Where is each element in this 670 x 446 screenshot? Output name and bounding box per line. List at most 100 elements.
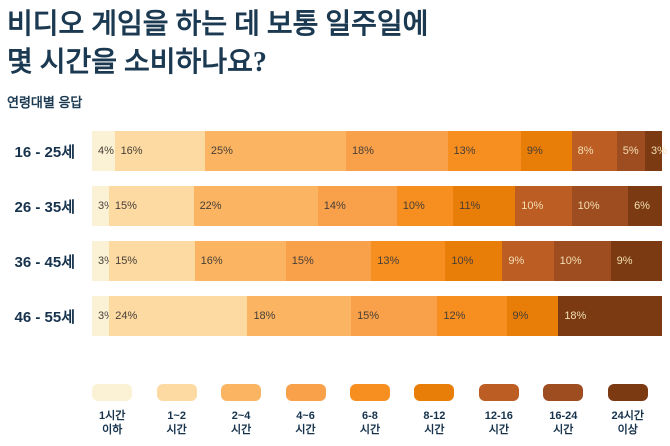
bar-segment: 18% xyxy=(558,296,662,336)
bar-segment: 3% xyxy=(92,241,114,281)
segment-value-label: 25% xyxy=(210,145,233,157)
segment-value-label: 10% xyxy=(521,200,544,212)
bar-segment: 9% xyxy=(506,296,559,336)
legend-label: 2~4 시간 xyxy=(230,410,252,436)
bar-segment: 10% xyxy=(515,186,572,226)
segment-value-label: 15% xyxy=(357,310,380,322)
segment-value-label: 9% xyxy=(512,310,529,322)
bar-segment: 15% xyxy=(351,296,438,336)
legend-swatch xyxy=(156,384,197,401)
legend-item: 2~4 시간 xyxy=(209,384,273,437)
bar-segment: 10% xyxy=(553,241,611,281)
legend-item: 12-16 시간 xyxy=(467,384,531,437)
segment-value-label: 15% xyxy=(115,255,138,267)
segment-value-label: 18% xyxy=(253,310,276,322)
legend-item: 1시간 이하 xyxy=(80,384,144,437)
bar-segment: 18% xyxy=(345,131,448,171)
bar-segment: 10% xyxy=(445,241,503,281)
row-label: 26 - 35세 xyxy=(14,198,76,216)
bar-row: 16 - 25세 4% 16% 25% 18% 13% 9% 8% 5% 3% xyxy=(0,131,667,171)
chart-title: 비디오 게임을 하는 데 보통 일주일에 몇 시간을 소비하나요? xyxy=(7,9,429,78)
segment-value-label: 11% xyxy=(459,200,481,212)
bar-segment: 13% xyxy=(447,131,521,171)
row-label: 16 - 25세 xyxy=(14,143,76,161)
legend-swatch xyxy=(478,384,519,401)
bar-segment: 9% xyxy=(502,241,554,281)
segment-value-label: 13% xyxy=(377,255,400,267)
bar-segment: 25% xyxy=(204,131,346,171)
segment-value-label: 9% xyxy=(508,255,525,267)
segment-value-label: 6% xyxy=(634,200,650,212)
legend-label: 8-12 시간 xyxy=(423,410,446,436)
legend-swatch xyxy=(414,384,455,401)
segment-value-label: 4% xyxy=(98,145,114,157)
legend-item: 4~6 시간 xyxy=(273,384,337,437)
segment-value-label: 5% xyxy=(622,145,639,157)
bar-segment: 18% xyxy=(247,296,352,336)
legend-swatch xyxy=(221,384,262,401)
bar-segment: 10% xyxy=(396,186,454,226)
legend-label: 4~6 시간 xyxy=(295,410,316,436)
bar-segment: 11% xyxy=(453,186,516,226)
legend-swatch xyxy=(607,384,648,401)
bar-segment: 13% xyxy=(371,241,446,281)
segment-value-label: 14% xyxy=(323,200,346,212)
bar-track: 4% 16% 25% 18% 13% 9% 8% 5% 3% xyxy=(92,131,667,171)
bar-segment: 16% xyxy=(114,131,205,171)
legend-item: 6-8 시간 xyxy=(338,384,402,437)
bar-track: 3% 24% 18% 15% 12% 9% 18% xyxy=(92,296,662,336)
segment-value-label: 10% xyxy=(577,200,600,212)
segment-value-label: 18% xyxy=(351,145,374,157)
segment-value-label: 15% xyxy=(291,255,314,267)
legend-label: 1~2 시간 xyxy=(166,410,187,436)
segment-value-label: 10% xyxy=(402,200,425,212)
legend-swatch xyxy=(349,384,390,401)
segment-value-label: 8% xyxy=(577,145,594,157)
bar-segment: 3% xyxy=(92,186,114,226)
bar-segment: 24% xyxy=(109,296,248,336)
segment-value-label: 16% xyxy=(200,255,223,267)
segment-value-label: 13% xyxy=(453,145,476,157)
bar-segment: 15% xyxy=(109,241,195,281)
legend-label: 12-16 시간 xyxy=(484,410,513,436)
bar-segment: 3% xyxy=(645,131,667,171)
bar-segment: 22% xyxy=(193,186,318,226)
segment-value-label: 12% xyxy=(443,310,466,322)
bar-segment: 8% xyxy=(571,131,617,171)
bar-row: 36 - 45세 3% 15% 16% 15% 13% 10% 9% 10% 9% xyxy=(0,241,662,281)
bar-track: 3% 15% 22% 14% 10% 11% 10% 10% 6% xyxy=(92,186,662,226)
legend: 1시간 이하 1~2 시간 2~4 시간 4~6 시간 6-8 시간 8-12 시간 12-… xyxy=(80,384,660,437)
segment-value-label: 22% xyxy=(199,200,222,212)
legend-swatch xyxy=(285,384,326,401)
legend-item: 16-24 시간 xyxy=(531,384,595,437)
bar-segment: 12% xyxy=(437,296,507,336)
bar-segment: 15% xyxy=(108,186,194,226)
segment-value-label: 15% xyxy=(114,200,137,212)
legend-swatch xyxy=(92,384,133,401)
bar-segment: 9% xyxy=(610,241,662,281)
legend-swatch xyxy=(543,384,584,401)
segment-value-label: 16% xyxy=(120,145,143,157)
bar-track: 3% 15% 16% 15% 13% 10% 9% 10% 9% xyxy=(92,241,662,281)
segment-value-label: 24% xyxy=(115,310,138,322)
legend-label: 6-8 시간 xyxy=(359,410,381,436)
bar-segment: 15% xyxy=(285,241,372,281)
legend-item: 24시간 이상 xyxy=(596,384,660,437)
bar-segment: 5% xyxy=(616,131,645,171)
segment-value-label: 9% xyxy=(616,255,633,267)
segment-value-label: 3% xyxy=(651,145,667,157)
bar-segment: 3% xyxy=(92,296,114,336)
segment-value-label: 10% xyxy=(559,255,582,267)
bar-row: 46 - 55세 3% 24% 18% 15% 12% 9% 18% xyxy=(0,296,662,336)
legend-label: 16-24 시간 xyxy=(549,410,578,436)
row-label: 46 - 55세 xyxy=(14,308,76,326)
legend-item: 1~2 시간 xyxy=(144,384,208,437)
bar-segment: 6% xyxy=(628,186,662,226)
legend-item: 8-12 시간 xyxy=(402,384,466,437)
segment-value-label: 10% xyxy=(451,255,474,267)
bar-rows: 16 - 25세 4% 16% 25% 18% 13% 9% 8% 5% 3% 26 - 35세 3%… xyxy=(0,131,667,351)
row-label: 36 - 45세 xyxy=(14,253,76,271)
bar-segment: 16% xyxy=(194,241,286,281)
chart-subtitle: 연령대별 응답 xyxy=(7,95,83,110)
